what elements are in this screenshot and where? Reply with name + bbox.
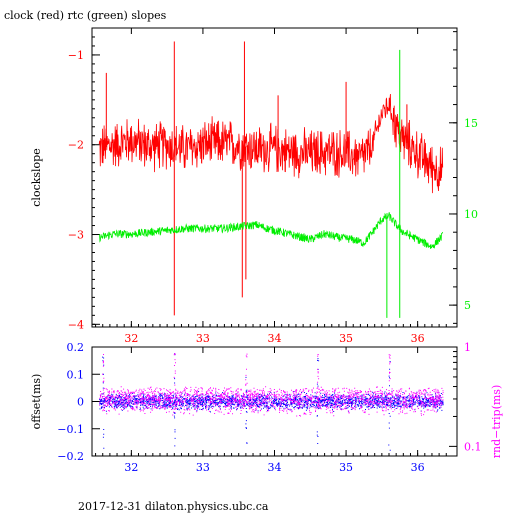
top-plot-x-tick-label: 35	[339, 332, 353, 345]
bottom-plot-x-tick-label: 36	[411, 461, 425, 474]
rndtrip-outlier-points	[245, 353, 248, 403]
offset-outlier-points	[245, 376, 248, 444]
top-plot-x-tick-label: 34	[268, 332, 282, 345]
top-plot-x-tick-label: 33	[196, 332, 210, 345]
bottom-plot-y2-tick-label: 1	[464, 341, 471, 354]
offset-outlier-points	[388, 361, 391, 451]
bottom-plot-y-tick-label: 0.2	[67, 341, 85, 354]
top-plot-y2-tick-label: 5	[464, 299, 471, 312]
rndtrip-outlier-points	[173, 353, 176, 402]
footer-label: 2017-12-31 dilaton.physics.ubc.ca	[78, 500, 269, 513]
bottom-plot-y-tick-label: −0.1	[57, 423, 84, 436]
top-plot-y2-tick-label: 10	[464, 208, 478, 221]
rndtrip-outlier-points	[388, 354, 391, 401]
rndtrip-outlier-points	[102, 354, 105, 400]
top-plot-frame	[91, 27, 458, 328]
bottom-plot-y-tick-label: 0	[77, 396, 84, 409]
top-plot-x-tick-label: 36	[411, 332, 425, 345]
bottom-plot-y-label: offset(ms)	[30, 374, 43, 430]
rndtrip-outlier-points	[316, 354, 320, 407]
top-plot-y-tick-label: −4	[68, 318, 84, 331]
bottom-plot-x-tick-label: 34	[268, 461, 282, 474]
rtc-series-line	[98, 212, 444, 249]
bottom-plot-x-tick-label: 32	[124, 461, 138, 474]
top-plot-y-tick-label: −2	[68, 139, 84, 152]
bottom-plot-x-tick-label: 33	[196, 461, 210, 474]
top-plot-y2-tick-label: 15	[464, 117, 478, 130]
bottom-plot-x-tick-label: 35	[339, 461, 353, 474]
page-title: clock (red) rtc (green) slopes	[4, 9, 167, 22]
offset-outlier-points	[316, 358, 320, 444]
bottom-plot-y-tick-label: −0.2	[57, 450, 84, 463]
bottom-plot-y-tick-label: 0.1	[67, 368, 85, 381]
top-plot-x-tick-label: 32	[124, 332, 138, 345]
top-plot-y-tick-label: −1	[68, 49, 84, 62]
bottom-plot-y2-label: rnd−trip(ms)	[490, 385, 503, 459]
rndtrip-scatter-points	[99, 386, 444, 417]
top-plot-y-tick-label: −3	[68, 229, 84, 242]
clock-series-line	[98, 93, 444, 194]
top-plot-y-label: clockslope	[30, 148, 43, 206]
bottom-plot-y2-tick-label: 0.1	[464, 440, 482, 453]
